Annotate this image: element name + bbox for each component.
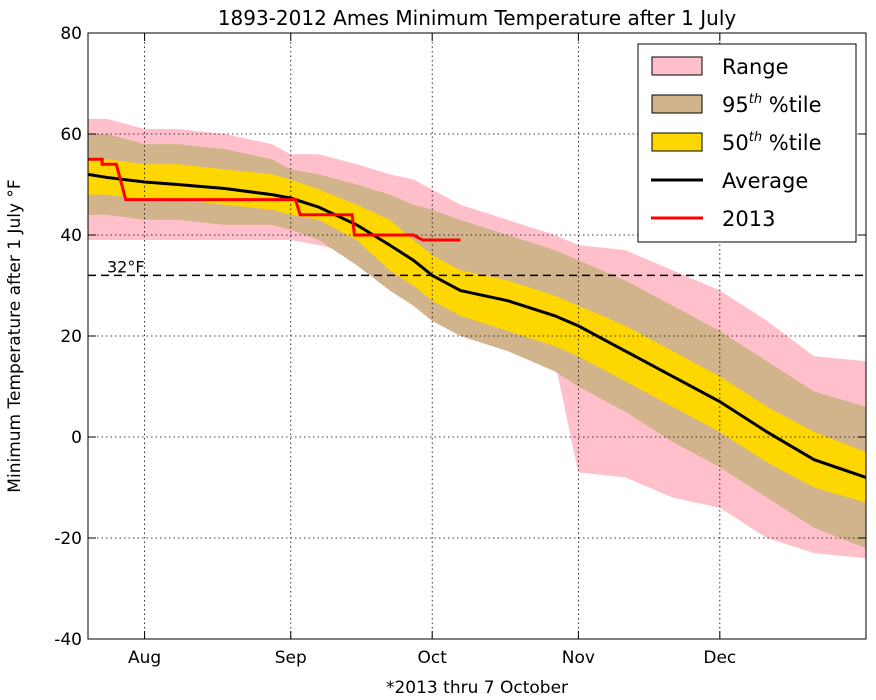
x-tick-label: Nov <box>562 648 595 668</box>
legend-label-y2013: 2013 <box>722 207 775 231</box>
y-tick-label: 0 <box>71 428 82 448</box>
reference-line-label: 32°F <box>107 257 145 276</box>
average-line <box>87 172 867 479</box>
y-tick-label: 80 <box>60 24 82 44</box>
legend-label-range: Range <box>722 55 789 79</box>
range-band <box>88 118 866 559</box>
y-tick-label: 60 <box>60 125 82 145</box>
legend-label-p50: 50th %tile <box>722 130 822 155</box>
legend-label-p95: 95th %tile <box>722 92 822 117</box>
p50-band <box>88 159 866 503</box>
chart-title: 1893-2012 Ames Minimum Temperature after… <box>218 6 737 30</box>
plot-area: 32°F <box>87 32 867 640</box>
y-axis-label: Minimum Temperature after 1 July °F <box>5 179 25 492</box>
x-tick-label: Oct <box>418 648 448 668</box>
x-tick-label: Sep <box>275 648 307 668</box>
legend-swatch-p95 <box>651 94 703 114</box>
y-tick-label: -20 <box>54 529 82 549</box>
x-tick-label: Dec <box>703 648 736 668</box>
legend: Range 95th %tile 50th %tile Average 2013 <box>637 43 857 243</box>
legend-swatch-range <box>651 56 703 76</box>
x-axis-label: *2013 thru 7 October <box>386 678 568 698</box>
legend-swatch-p50 <box>651 132 703 152</box>
p95-band <box>88 134 866 549</box>
y-tick-label: 20 <box>60 327 82 347</box>
band-layer <box>88 118 866 559</box>
legend-label-avg: Average <box>722 169 808 193</box>
y-tick-label: -40 <box>54 630 82 650</box>
axes-layer: -40 -20 0 20 40 60 80 Aug Sep Oct Nov Dec <box>54 24 866 668</box>
y-tick-label: 40 <box>60 226 82 246</box>
year-2013-line <box>88 157 461 242</box>
x-tick-label: Aug <box>128 648 161 668</box>
